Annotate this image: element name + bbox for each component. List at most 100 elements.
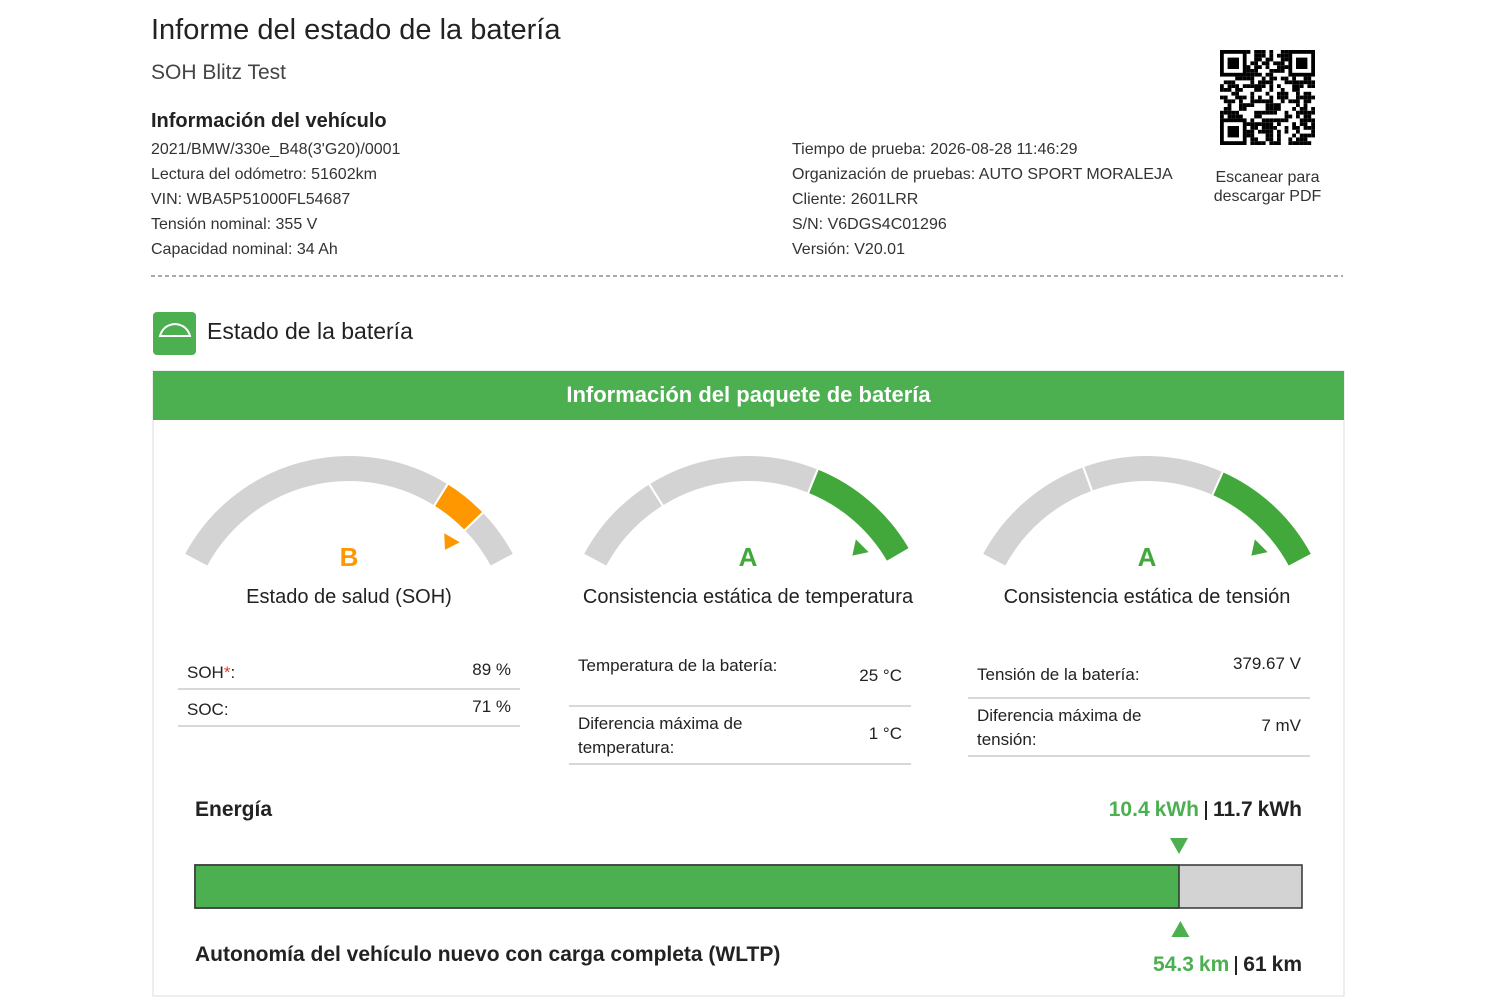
qr-module (1258, 141, 1262, 145)
qr-module (1261, 50, 1266, 54)
vehicle-info: Lectura del odómetro: 51602km (151, 166, 377, 183)
qr-module (1250, 95, 1255, 100)
qr-module (1265, 103, 1270, 107)
separator (1235, 955, 1238, 975)
qr-module (1250, 99, 1255, 104)
qr-module (1284, 80, 1289, 85)
qr-module (1269, 107, 1274, 111)
qr-module (1258, 95, 1262, 100)
qr-module (1311, 133, 1315, 138)
energy-title: Energía (195, 798, 273, 821)
qr-module (1269, 53, 1274, 58)
qr-module (1254, 61, 1258, 66)
qr-module (1303, 133, 1308, 138)
qr-module (1296, 84, 1300, 88)
qr-module (1227, 110, 1232, 115)
qr-module (1296, 103, 1300, 107)
qr-finder (1220, 118, 1247, 146)
qr-module (1273, 126, 1277, 130)
qr-module (1288, 141, 1293, 145)
qr-module (1250, 103, 1255, 107)
qr-module (1227, 107, 1232, 111)
range-total: 61 (1243, 953, 1267, 976)
qr-module (1254, 99, 1258, 104)
qr-module (1246, 129, 1251, 134)
qr-module (1261, 129, 1266, 134)
qr-module (1280, 69, 1285, 73)
qr-module (1242, 95, 1247, 100)
test-info: Organización de pruebas: AUTO SPORT MORA… (792, 166, 1173, 183)
qr-module (1220, 95, 1224, 100)
qr-finder (1220, 50, 1247, 77)
qr-module (1250, 76, 1255, 81)
qr-module (1277, 137, 1281, 142)
qr-module (1258, 53, 1262, 58)
gauge-grade: B (339, 542, 359, 572)
qr-module (1261, 110, 1266, 115)
qr-caption: Escanear para descargar PDF (1213, 169, 1322, 205)
qr-module (1242, 103, 1247, 107)
qr-module (1292, 107, 1296, 111)
qr-module (1239, 88, 1243, 92)
gauge-label: Estado de salud (SOH) (246, 586, 452, 608)
row-value: 89 % (472, 659, 511, 679)
qr-module (1239, 99, 1243, 104)
test-info: Versión: V20.01 (792, 241, 905, 258)
energy-unit: kWh (1257, 798, 1302, 821)
qr-module (1296, 88, 1300, 92)
gauge-grade: A (738, 542, 758, 572)
qr-module (1303, 103, 1308, 107)
qr-module (1269, 88, 1274, 92)
qr-module (1258, 72, 1262, 77)
qr-module (1269, 126, 1274, 130)
report-title: Informe del estado de la batería (151, 14, 561, 46)
qr-module (1273, 141, 1277, 145)
qr-module (1273, 76, 1277, 81)
row-label: Temperatura de la batería: (578, 656, 778, 675)
qr-module (1303, 141, 1308, 145)
qr-module (1265, 118, 1270, 123)
row-value: 379.67 V (1232, 654, 1301, 673)
qr-module (1269, 69, 1274, 73)
qr-module (1299, 95, 1304, 100)
qr-module (1307, 114, 1312, 119)
qr-module (1299, 80, 1304, 85)
qr-module (1254, 65, 1258, 69)
qr-module (1296, 129, 1300, 134)
qr-module (1307, 126, 1312, 130)
qr-module (1261, 99, 1266, 104)
qr-module (1239, 103, 1243, 107)
qr-module (1284, 129, 1289, 134)
qr-module (1265, 122, 1270, 126)
gauge-segment (806, 467, 912, 564)
qr-module (1265, 99, 1270, 104)
section-icon (153, 312, 196, 355)
qr-module (1250, 84, 1255, 88)
qr-module (1273, 107, 1277, 111)
qr-module (1296, 126, 1300, 130)
qr-module (1246, 50, 1251, 54)
qr-module (1303, 122, 1308, 126)
qr-module (1265, 72, 1270, 77)
qr-module (1277, 129, 1281, 134)
qr-module (1254, 69, 1258, 73)
qr-module (1311, 95, 1315, 100)
qr-module (1284, 95, 1289, 100)
qr-module (1250, 118, 1255, 123)
qr-module (1307, 110, 1312, 115)
qr-module (1303, 114, 1308, 119)
qr-module (1311, 122, 1315, 126)
qr-module (1296, 114, 1300, 119)
qr-module (1280, 91, 1285, 96)
qr-module (1254, 141, 1258, 145)
range-title: Autonomía del vehículo nuevo con carga c… (195, 943, 781, 966)
qr-module (1280, 50, 1285, 54)
qr-module (1280, 99, 1285, 104)
qr-module (1261, 84, 1266, 88)
qr-module (1231, 84, 1236, 88)
qr-module (1307, 80, 1312, 85)
qr-module (1250, 91, 1255, 96)
qr-module (1227, 99, 1232, 104)
qr-module (1311, 126, 1315, 130)
